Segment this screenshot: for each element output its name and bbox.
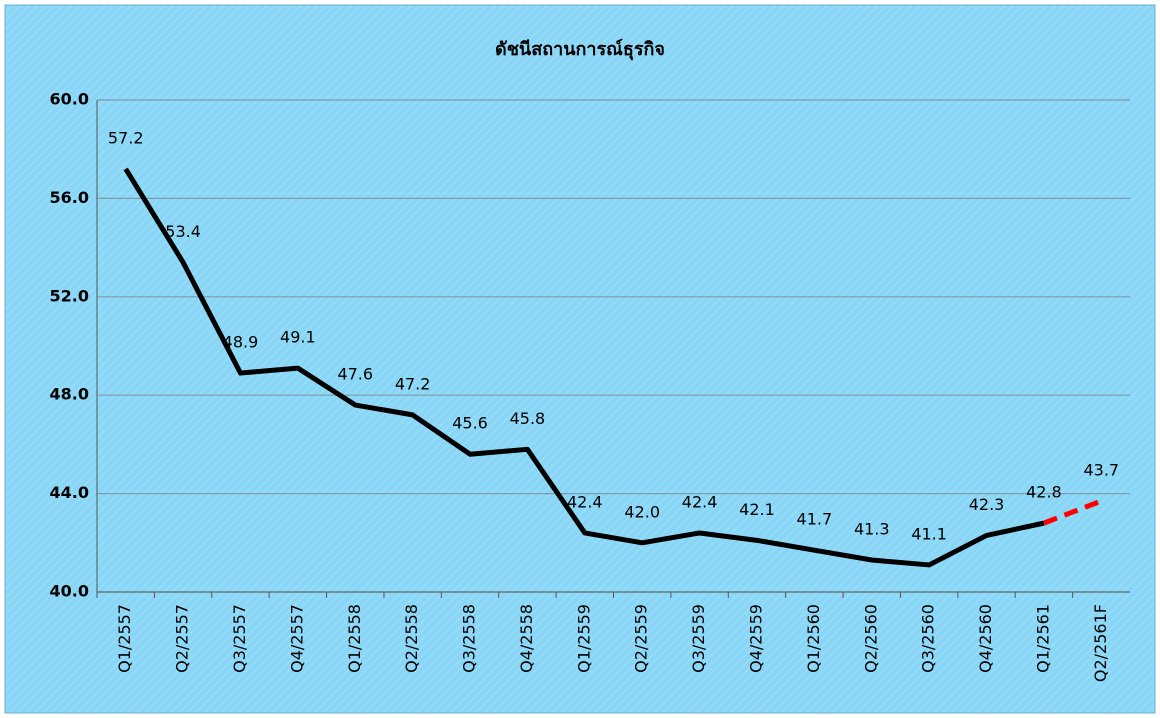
x-tick-label: Q2/2558 <box>402 604 421 673</box>
data-label: 45.6 <box>452 414 488 433</box>
x-tick-label: Q1/2560 <box>804 604 823 673</box>
data-label: 42.4 <box>682 492 718 511</box>
data-label: 42.1 <box>739 500 775 519</box>
data-label: 41.1 <box>911 524 947 543</box>
y-tick-label: 56.0 <box>50 188 89 207</box>
y-tick-label: 60.0 <box>50 90 89 109</box>
data-label: 41.7 <box>797 510 833 529</box>
data-label: 48.9 <box>223 333 259 352</box>
x-tick-label: Q2/2557 <box>173 604 192 673</box>
data-label: 57.2 <box>108 128 144 147</box>
data-label: 42.8 <box>1026 483 1062 502</box>
x-tick-label: Q4/2558 <box>517 604 536 673</box>
y-tick-label: 52.0 <box>50 286 89 305</box>
x-tick-label: Q3/2558 <box>460 604 479 673</box>
data-label: 42.0 <box>624 502 660 521</box>
x-tick-label: Q2/2560 <box>861 604 880 673</box>
y-tick-label: 40.0 <box>50 582 89 601</box>
data-label: 53.4 <box>165 222 201 241</box>
data-label: 42.3 <box>969 495 1005 514</box>
data-label: 49.1 <box>280 328 316 347</box>
x-tick-label: Q1/2561 <box>1033 604 1052 673</box>
data-label: 47.2 <box>395 374 431 393</box>
x-tick-label: Q2/2561F <box>1091 604 1110 682</box>
y-tick-label: 44.0 <box>50 483 89 502</box>
x-tick-label: Q1/2559 <box>574 604 593 673</box>
chart-title: ดัชนีสถานการณ์ธุรกิจ <box>495 38 665 61</box>
background <box>4 4 1156 714</box>
x-tick-label: Q4/2559 <box>746 604 765 673</box>
x-tick-label: Q3/2559 <box>689 604 708 673</box>
series-line <box>1043 498 1103 526</box>
series-line <box>123 167 1045 568</box>
y-tick-label: 48.0 <box>50 385 89 404</box>
data-label: 45.8 <box>510 409 546 428</box>
data-label: 47.6 <box>337 365 373 384</box>
data-label: 43.7 <box>1083 460 1119 479</box>
x-tick-label: Q4/2557 <box>287 604 306 673</box>
data-label: 42.4 <box>567 492 603 511</box>
data-label: 41.3 <box>854 520 890 539</box>
x-tick-label: Q1/2557 <box>115 604 134 673</box>
x-tick-label: Q3/2557 <box>230 604 249 673</box>
x-tick-label: Q3/2560 <box>919 604 938 673</box>
x-tick-label: Q2/2559 <box>632 604 651 673</box>
x-tick-label: Q1/2558 <box>345 604 364 673</box>
x-tick-label: Q4/2560 <box>976 604 995 673</box>
